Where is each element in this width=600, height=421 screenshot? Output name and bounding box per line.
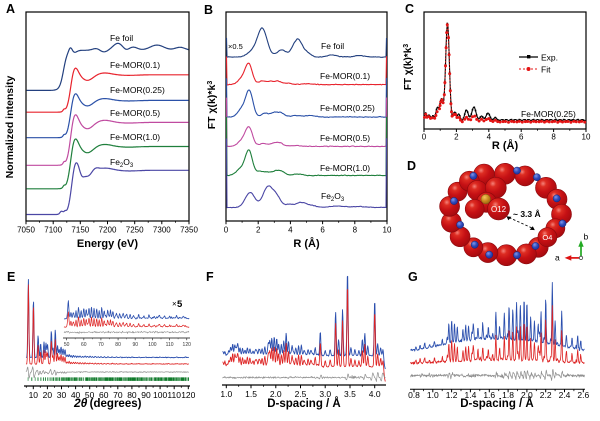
svg-text:10: 10 [29,390,39,400]
svg-text:4: 4 [487,133,492,142]
svg-text:8: 8 [551,133,556,142]
svg-text:Fe2O3: Fe2O3 [110,157,134,169]
svg-text:O12: O12 [491,205,507,214]
svg-text:Fe foil: Fe foil [110,33,133,43]
svg-text:2.2: 2.2 [540,390,552,400]
svg-text:FT χ(k)*k3: FT χ(k)*k3 [403,44,414,90]
svg-text:7150: 7150 [71,226,89,235]
svg-text:7200: 7200 [99,226,117,235]
svg-text:110: 110 [166,342,174,348]
svg-text:Fe-MOR(0.5): Fe-MOR(0.5) [320,133,370,143]
svg-text:7050: 7050 [17,226,35,235]
svg-text:2.4: 2.4 [559,390,571,400]
svg-text:0: 0 [224,226,229,235]
svg-text:3.5: 3.5 [344,389,356,399]
svg-text:40: 40 [71,390,81,400]
svg-text:1.2: 1.2 [446,390,458,400]
svg-text:1.4: 1.4 [465,390,477,400]
svg-text:1.5: 1.5 [245,389,257,399]
svg-text:2.5: 2.5 [295,389,307,399]
svg-text:FT χ(k)*k3: FT χ(k)*k3 [206,81,218,130]
svg-text:6: 6 [519,133,524,142]
svg-text:a: a [555,253,560,263]
svg-text:Fe-MOR(0.1): Fe-MOR(0.1) [320,71,370,81]
svg-text:2.6: 2.6 [577,390,589,400]
svg-text:Fe2O3: Fe2O3 [321,191,345,203]
svg-text:80: 80 [115,342,121,348]
svg-text:100: 100 [153,390,167,400]
svg-text:7350: 7350 [180,226,198,235]
svg-text:20: 20 [43,390,53,400]
svg-text:A: A [6,2,15,16]
svg-text:110: 110 [167,390,181,400]
svg-text:Fe-MOR(0.1): Fe-MOR(0.1) [110,60,160,70]
svg-text:30: 30 [57,390,67,400]
svg-text:Normalized intensity: Normalized intensity [4,76,16,179]
svg-text:C: C [405,2,414,16]
svg-text:Fit: Fit [541,65,551,75]
svg-text:70: 70 [113,390,123,400]
svg-text:D: D [407,159,416,173]
svg-text:D-spacing / Å: D-spacing / Å [267,397,340,410]
svg-text:60: 60 [99,390,109,400]
svg-text:Fe-MOR(1.0): Fe-MOR(1.0) [320,163,370,173]
svg-text:100: 100 [148,342,157,348]
svg-text:2: 2 [454,133,459,142]
svg-text:70: 70 [98,342,104,348]
svg-text:1.0: 1.0 [220,389,232,399]
svg-text:Fe-MOR(0.25): Fe-MOR(0.25) [521,109,576,119]
svg-text:~ 3.3 Å: ~ 3.3 Å [513,209,541,219]
svg-text:2θ (degrees): 2θ (degrees) [73,396,142,410]
svg-text:7250: 7250 [126,226,144,235]
svg-text:B: B [204,3,213,17]
svg-text:80: 80 [127,390,137,400]
svg-text:b: b [584,232,589,242]
svg-text:4: 4 [288,226,293,235]
svg-text:F: F [206,270,214,284]
svg-text:3.0: 3.0 [319,389,331,399]
svg-text:90: 90 [132,342,138,348]
svg-text:90: 90 [141,390,151,400]
svg-text:G: G [408,270,418,284]
svg-text:Fe foil: Fe foil [321,41,344,51]
svg-text:R (Å): R (Å) [293,237,320,250]
svg-text:R (Å): R (Å) [492,139,519,152]
svg-text:0: 0 [422,133,427,142]
svg-text:1.0: 1.0 [427,390,439,400]
svg-text:Exp.: Exp. [541,53,558,63]
svg-text:O4: O4 [542,233,552,242]
svg-text:7300: 7300 [153,226,171,235]
svg-text:D-spacing / Å: D-spacing / Å [460,397,533,410]
svg-text:Energy (eV): Energy (eV) [77,238,138,250]
svg-text:Fe-MOR(0.25): Fe-MOR(0.25) [110,85,165,95]
svg-text:60: 60 [81,342,87,348]
svg-text:50: 50 [85,390,95,400]
svg-text:Fe-MOR(1.0): Fe-MOR(1.0) [110,132,160,142]
svg-text:4.0: 4.0 [369,389,381,399]
svg-text:10: 10 [582,133,591,142]
svg-text:2.0: 2.0 [521,390,533,400]
svg-text:120: 120 [183,342,192,348]
svg-text:2: 2 [256,226,261,235]
svg-text:5: 5 [177,299,183,310]
svg-text:0.8: 0.8 [408,390,420,400]
svg-text:8: 8 [353,226,358,235]
svg-text:2.0: 2.0 [270,389,282,399]
svg-text:Fe-MOR(0.25): Fe-MOR(0.25) [320,103,375,113]
svg-text:50: 50 [64,342,70,348]
svg-text:10: 10 [383,226,392,235]
svg-text:×: × [172,300,177,309]
svg-text:1.8: 1.8 [502,390,514,400]
svg-text:6: 6 [320,226,325,235]
svg-text:E: E [7,270,15,284]
svg-text:1.6: 1.6 [483,390,495,400]
svg-text:120: 120 [181,390,195,400]
svg-text:Fe-MOR(0.5): Fe-MOR(0.5) [110,108,160,118]
svg-text:×0.5: ×0.5 [228,42,243,51]
svg-text:7100: 7100 [44,226,62,235]
